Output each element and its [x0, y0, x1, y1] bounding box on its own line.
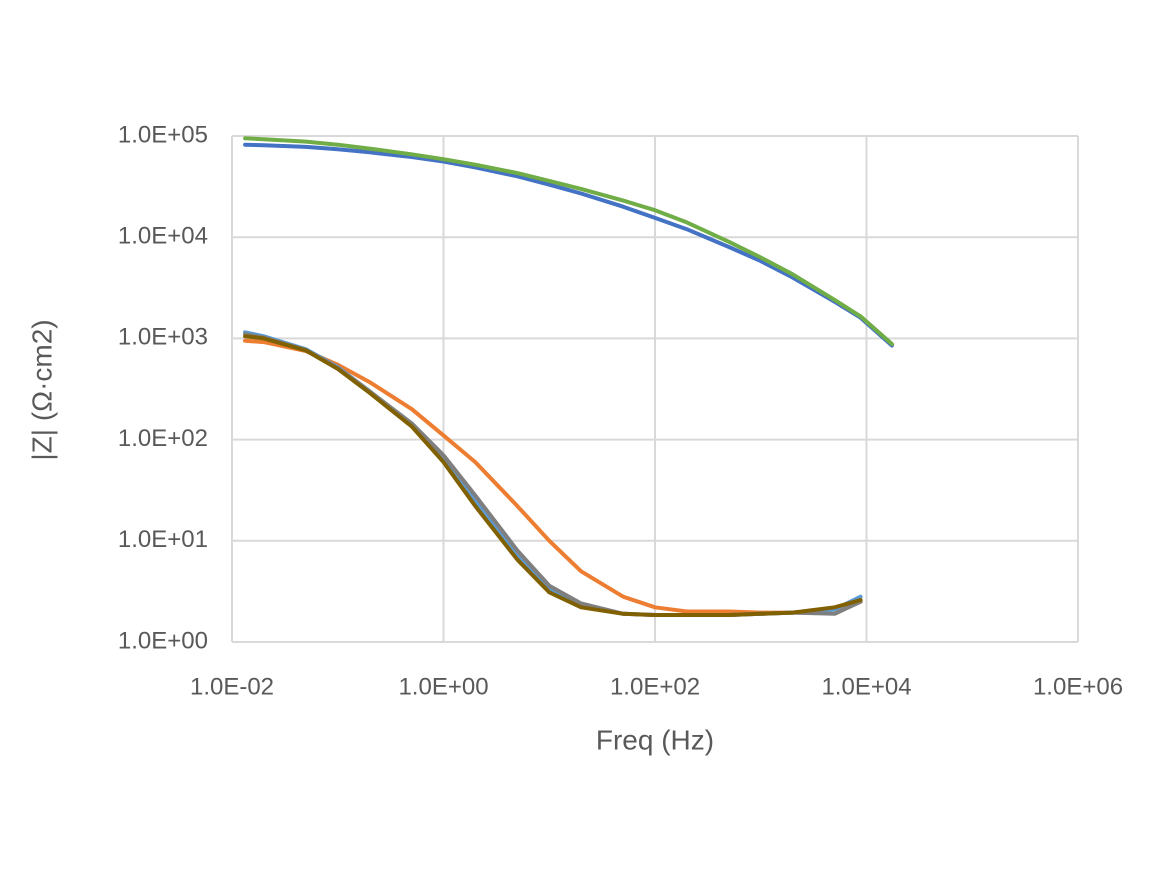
y-axis-label: |Z| (Ω·cm2): [26, 319, 57, 460]
y-tick-label: 1.0E+02: [118, 425, 208, 452]
x-axis-label: Freq (Hz): [596, 724, 714, 755]
y-tick-label: 1.0E+01: [118, 526, 208, 553]
series-line: [243, 330, 863, 617]
x-tick-label: 1.0E+06: [1033, 673, 1123, 700]
x-tick-label: 1.0E+04: [821, 673, 911, 700]
y-tick-label: 1.0E+00: [118, 627, 208, 654]
y-tick-label: 1.0E+04: [118, 223, 208, 250]
x-tick-label: 1.0E-02: [190, 673, 274, 700]
series-line: [243, 334, 863, 617]
x-tick-label: 1.0E+00: [398, 673, 488, 700]
series-line: [243, 332, 863, 617]
x-tick-label: 1.0E+02: [610, 673, 700, 700]
y-tick-label: 1.0E+03: [118, 324, 208, 351]
series-line: [243, 136, 894, 346]
series-line: [243, 338, 863, 615]
y-tick-label: 1.0E+05: [118, 121, 208, 148]
series-line: [243, 142, 894, 348]
